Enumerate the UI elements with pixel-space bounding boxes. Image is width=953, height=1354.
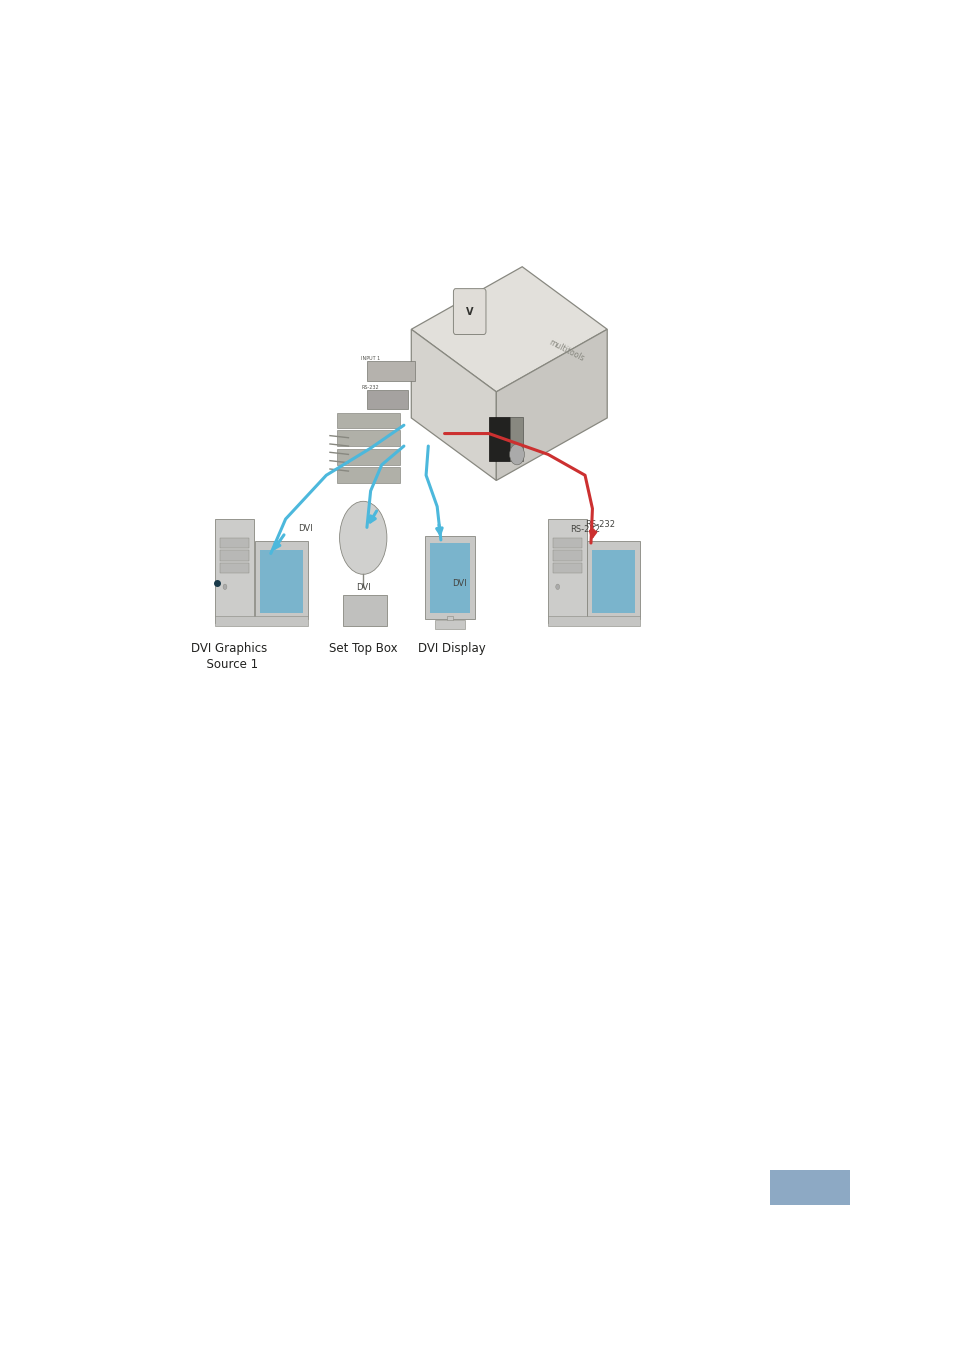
Text: DVI Display: DVI Display <box>417 642 485 655</box>
Polygon shape <box>496 329 606 481</box>
Text: Set Top Box: Set Top Box <box>329 642 397 655</box>
Text: multitools: multitools <box>547 337 585 363</box>
Bar <box>215 616 308 627</box>
Bar <box>215 519 253 623</box>
Circle shape <box>556 584 559 589</box>
Text: RS-232: RS-232 <box>361 385 379 390</box>
Bar <box>220 538 249 548</box>
Text: V: V <box>465 306 473 317</box>
Text: DVI: DVI <box>298 524 313 532</box>
Polygon shape <box>411 267 606 391</box>
Text: DVI: DVI <box>355 584 370 592</box>
Bar <box>337 467 400 482</box>
Bar <box>591 550 634 613</box>
Bar <box>220 563 249 573</box>
Bar <box>552 563 581 573</box>
Bar <box>509 417 522 460</box>
Bar <box>259 550 302 613</box>
Bar <box>488 417 509 460</box>
Bar <box>547 616 639 627</box>
Ellipse shape <box>339 501 387 574</box>
Bar <box>254 542 308 619</box>
Bar <box>337 431 400 445</box>
Bar <box>552 550 581 561</box>
Text: RS-232: RS-232 <box>584 520 615 529</box>
Bar <box>337 450 400 464</box>
Text: INPUT 1: INPUT 1 <box>360 356 380 362</box>
Bar <box>367 360 415 382</box>
Bar <box>424 536 475 619</box>
Circle shape <box>223 584 227 589</box>
Bar <box>586 542 639 619</box>
Text: DVI: DVI <box>452 580 466 588</box>
Bar <box>429 543 469 613</box>
Bar <box>446 616 453 623</box>
FancyBboxPatch shape <box>453 288 485 334</box>
Bar <box>552 538 581 548</box>
Circle shape <box>509 444 524 464</box>
Bar <box>337 413 400 428</box>
Bar <box>547 519 586 623</box>
Bar <box>367 390 407 409</box>
Text: DVI Graphics
  Source 1: DVI Graphics Source 1 <box>191 642 267 672</box>
Bar <box>435 620 464 628</box>
Bar <box>220 550 249 561</box>
Bar <box>769 1170 849 1205</box>
Text: RS-232: RS-232 <box>570 525 599 533</box>
Bar <box>342 596 387 627</box>
Polygon shape <box>411 329 496 481</box>
